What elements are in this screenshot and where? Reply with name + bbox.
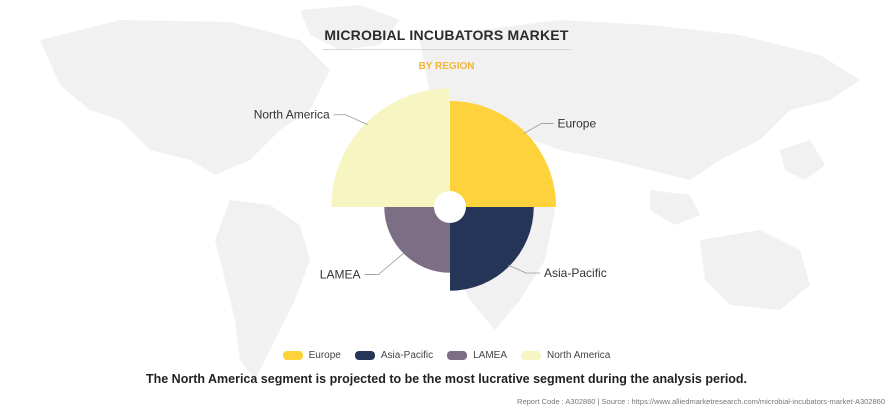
slice-label-north-america: North America (254, 108, 330, 122)
leader-line-europe (523, 123, 554, 134)
slice-label-europe: Europe (557, 117, 596, 131)
title-divider (323, 49, 571, 50)
legend-item-lamea[interactable]: LAMEA (447, 350, 507, 361)
slice-label-lamea: LAMEA (320, 268, 361, 282)
leader-line-north-america (333, 114, 368, 126)
slice-label-asia-pacific: Asia-Pacific (544, 266, 607, 280)
chart-title: MICROBIAL INCUBATORS MARKET (324, 27, 569, 43)
legend-label-asia-pacific: Asia-Pacific (380, 350, 434, 361)
leader-line-lamea (364, 252, 405, 275)
slice-lamea[interactable] (384, 207, 450, 273)
chart-summary: The North America segment is projected t… (145, 372, 748, 386)
legend-label-north-america: North America (547, 350, 611, 361)
legend-swatch-asia-pacific (354, 351, 375, 360)
legend-swatch-lamea (447, 351, 468, 360)
legend-label-europe: Europe (308, 350, 341, 361)
legend-item-north-america[interactable]: North America (521, 350, 610, 361)
legend-swatch-north-america (521, 351, 542, 360)
legend-swatch-europe (282, 351, 303, 360)
legend-item-europe[interactable]: Europe (282, 350, 341, 361)
slice-north-america[interactable] (331, 88, 450, 207)
chart-legend: Europe Asia-Pacific LAMEA North America (0, 350, 893, 361)
slice-asia-pacific[interactable] (450, 207, 534, 291)
legend-label-lamea: LAMEA (473, 350, 508, 361)
slice-europe[interactable] (450, 101, 556, 207)
chart-subtitle: BY REGION (418, 61, 475, 72)
source-footer: Report Code : A302860 | Source : https:/… (517, 397, 885, 406)
legend-item-asia-pacific[interactable]: Asia-Pacific (354, 350, 434, 361)
center-hole (434, 191, 466, 223)
leader-line-asia-pacific (507, 264, 541, 274)
